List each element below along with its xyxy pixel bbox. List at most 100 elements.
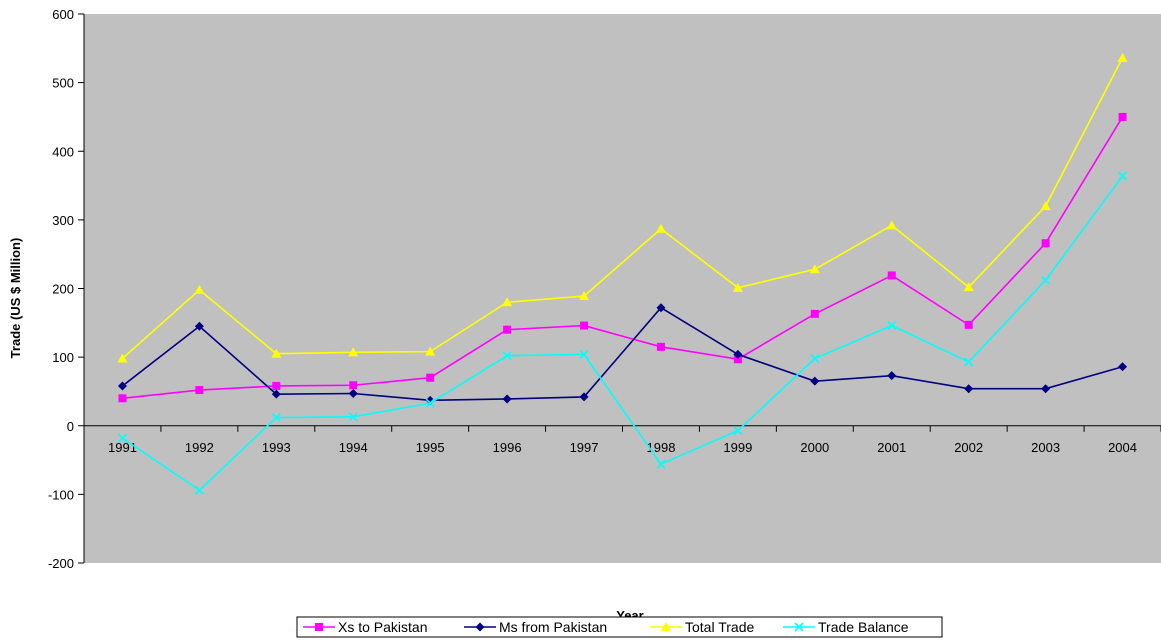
- data-point-total-trade: [886, 220, 897, 230]
- legend-label-trade-balance: Trade Balance: [818, 619, 909, 635]
- data-point-xs-to-pakistan: [810, 309, 819, 318]
- x-tick-label: 1992: [185, 440, 214, 455]
- x-tick-label: 1991: [108, 440, 137, 455]
- series-group: [117, 52, 1128, 495]
- data-point-xs-to-pakistan: [503, 325, 512, 334]
- y-tick-label: 100: [52, 350, 74, 365]
- x-tick-label: 1999: [723, 440, 752, 455]
- plot-area: [84, 14, 1161, 563]
- data-point-ms-from-pakistan: [348, 388, 358, 398]
- x-tick-label: 1997: [570, 440, 599, 455]
- data-point-ms-from-pakistan: [579, 392, 589, 402]
- x-tick-label: 2004: [1108, 440, 1137, 455]
- axes: -200 -100 0 100 200 300 400 500 600 1991 1992 1993 1…: [48, 7, 1161, 571]
- legend-marker-ms-from-pakistan: [475, 622, 485, 632]
- x-tick-label: 2002: [954, 440, 983, 455]
- data-point-total-trade: [194, 284, 205, 294]
- data-point-xs-to-pakistan: [272, 381, 281, 390]
- data-point-trade-balance: [271, 412, 281, 423]
- data-point-trade-balance: [117, 433, 128, 443]
- y-tick-label: 600: [52, 7, 74, 22]
- x-tick-label: 2003: [1031, 440, 1060, 455]
- legend-label-xs-to-pakistan: Xs to Pakistan: [338, 619, 428, 635]
- legend: Xs to Pakistan Ms from Pakistan Total Trad…: [296, 616, 943, 638]
- data-point-total-trade: [963, 282, 974, 292]
- y-tick-label: 500: [52, 76, 74, 91]
- data-point-ms-from-pakistan: [194, 321, 204, 331]
- data-point-xs-to-pakistan: [580, 321, 589, 330]
- legend-box: [296, 616, 943, 638]
- legend-label-total-trade: Total Trade: [685, 619, 754, 635]
- data-point-trade-balance: [579, 349, 589, 359]
- series-total-trade: [117, 52, 1128, 363]
- data-point-ms-from-pakistan: [887, 371, 897, 381]
- data-point-xs-to-pakistan: [656, 342, 665, 351]
- data-point-total-trade: [1117, 52, 1128, 62]
- x-tick-label: 1993: [262, 440, 291, 455]
- data-point-ms-from-pakistan: [117, 381, 127, 391]
- data-point-total-trade: [502, 297, 513, 307]
- legend-label-ms-from-pakistan: Ms from Pakistan: [499, 619, 607, 635]
- x-tick-label: 2000: [800, 440, 829, 455]
- data-point-ms-from-pakistan: [1041, 384, 1051, 394]
- legend-marker-xs-to-pakistan: [315, 623, 323, 631]
- data-point-ms-from-pakistan: [502, 394, 512, 404]
- data-point-xs-to-pakistan: [118, 394, 127, 403]
- data-point-trade-balance: [656, 459, 666, 469]
- data-point-xs-to-pakistan: [426, 373, 435, 382]
- data-point-trade-balance: [964, 357, 974, 367]
- data-point-xs-to-pakistan: [1118, 112, 1127, 121]
- data-point-xs-to-pakistan: [964, 320, 973, 329]
- data-point-ms-from-pakistan: [810, 376, 820, 386]
- x-tick-label: 1996: [493, 440, 522, 455]
- data-point-total-trade: [1040, 201, 1051, 211]
- data-point-ms-from-pakistan: [964, 384, 974, 394]
- data-point-trade-balance: [425, 398, 435, 408]
- x-tick-label: 1998: [647, 440, 676, 455]
- data-point-ms-from-pakistan: [1118, 362, 1128, 372]
- data-point-trade-balance: [348, 412, 358, 422]
- data-point-trade-balance: [887, 320, 897, 331]
- series-xs-to-pakistan: [118, 112, 1127, 403]
- data-point-trade-balance: [1117, 171, 1128, 181]
- plot-background: [84, 14, 1161, 563]
- data-point-trade-balance: [502, 351, 512, 361]
- data-point-ms-from-pakistan: [271, 389, 281, 399]
- series-line-trade-balance: [122, 175, 1124, 492]
- y-tick-label: 400: [52, 144, 74, 159]
- legend-marker-total-trade: [661, 622, 671, 631]
- series-line-ms-from-pakistan: [121, 306, 1123, 402]
- y-tick-label: 200: [52, 282, 74, 297]
- data-point-total-trade: [271, 348, 282, 358]
- data-point-xs-to-pakistan: [733, 355, 742, 364]
- data-point-trade-balance: [810, 353, 820, 364]
- data-point-xs-to-pakistan: [1041, 239, 1050, 248]
- data-point-total-trade: [117, 353, 128, 363]
- data-point-total-trade: [732, 282, 743, 292]
- y-axis-title: Trade (US $ Million): [8, 238, 23, 359]
- data-point-xs-to-pakistan: [887, 271, 896, 280]
- y-tick-label: -100: [48, 487, 74, 502]
- data-point-total-trade: [655, 223, 666, 233]
- series-line-total-trade: [121, 57, 1124, 360]
- data-point-trade-balance: [194, 485, 204, 495]
- series-line-xs-to-pakistan: [122, 116, 1124, 400]
- data-point-trade-balance: [733, 425, 743, 436]
- x-tick-label: 1994: [339, 440, 368, 455]
- y-tick-label: 300: [52, 213, 74, 228]
- data-point-total-trade: [348, 347, 359, 357]
- data-point-ms-from-pakistan: [656, 303, 666, 313]
- data-point-xs-to-pakistan: [195, 386, 204, 395]
- data-point-trade-balance: [1041, 275, 1051, 285]
- series-trade-balance: [117, 171, 1128, 495]
- x-tick-label: 1995: [416, 440, 445, 455]
- legend-marker-trade-balance: [794, 622, 804, 632]
- data-point-total-trade: [425, 346, 436, 356]
- data-point-ms-from-pakistan: [733, 349, 743, 359]
- x-tick-label: 2001: [877, 440, 906, 455]
- y-tick-label: 0: [67, 419, 74, 434]
- y-tick-label: -200: [48, 556, 74, 571]
- data-point-xs-to-pakistan: [349, 381, 358, 390]
- data-point-total-trade: [809, 264, 820, 274]
